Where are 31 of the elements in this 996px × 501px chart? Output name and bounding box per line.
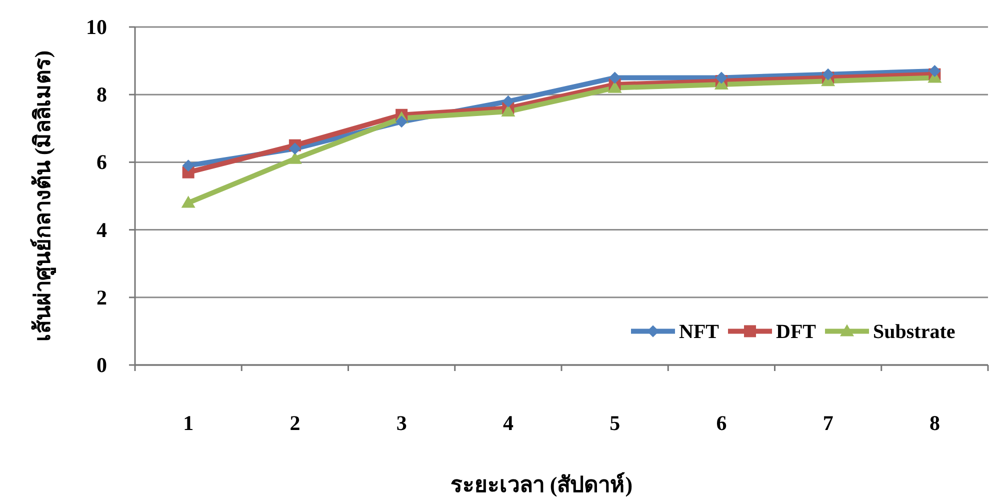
x-tick-label: 5 xyxy=(610,411,620,435)
y-tick-label: 10 xyxy=(86,15,107,39)
y-tick-label: 0 xyxy=(96,353,107,377)
x-tick-label: 7 xyxy=(822,411,834,435)
point xyxy=(501,104,516,116)
point xyxy=(608,72,621,84)
point xyxy=(288,142,301,155)
legend-label: DFT xyxy=(776,321,817,344)
x-tick-label: 4 xyxy=(502,411,514,435)
legend-label: Substrate xyxy=(873,321,956,344)
y-tick-label: 2 xyxy=(96,285,107,310)
x-axis-title: ระยะเวลา (สัปดาห์) xyxy=(450,472,633,497)
x-tick-label: 8 xyxy=(929,411,940,435)
y-tick-label: 8 xyxy=(96,82,107,107)
point xyxy=(928,64,941,77)
point xyxy=(182,160,194,172)
x-tick-label: 1 xyxy=(183,411,194,435)
y-axis-title: เส้นผ่าศูนย์กลางต้น (มิลลิเมตร) xyxy=(30,50,57,342)
point xyxy=(502,95,514,108)
x-tick-label: 6 xyxy=(716,411,727,435)
x-tick-label: 2 xyxy=(290,411,300,435)
legend-label: NFT xyxy=(679,321,720,344)
y-tick-label: 6 xyxy=(96,150,107,174)
point xyxy=(181,196,196,208)
y-tick-label: 4 xyxy=(96,218,108,242)
point xyxy=(288,152,302,164)
point xyxy=(608,80,622,93)
point xyxy=(715,72,728,84)
x-tick-label: 3 xyxy=(396,411,407,435)
point xyxy=(396,116,408,128)
point xyxy=(822,68,834,80)
